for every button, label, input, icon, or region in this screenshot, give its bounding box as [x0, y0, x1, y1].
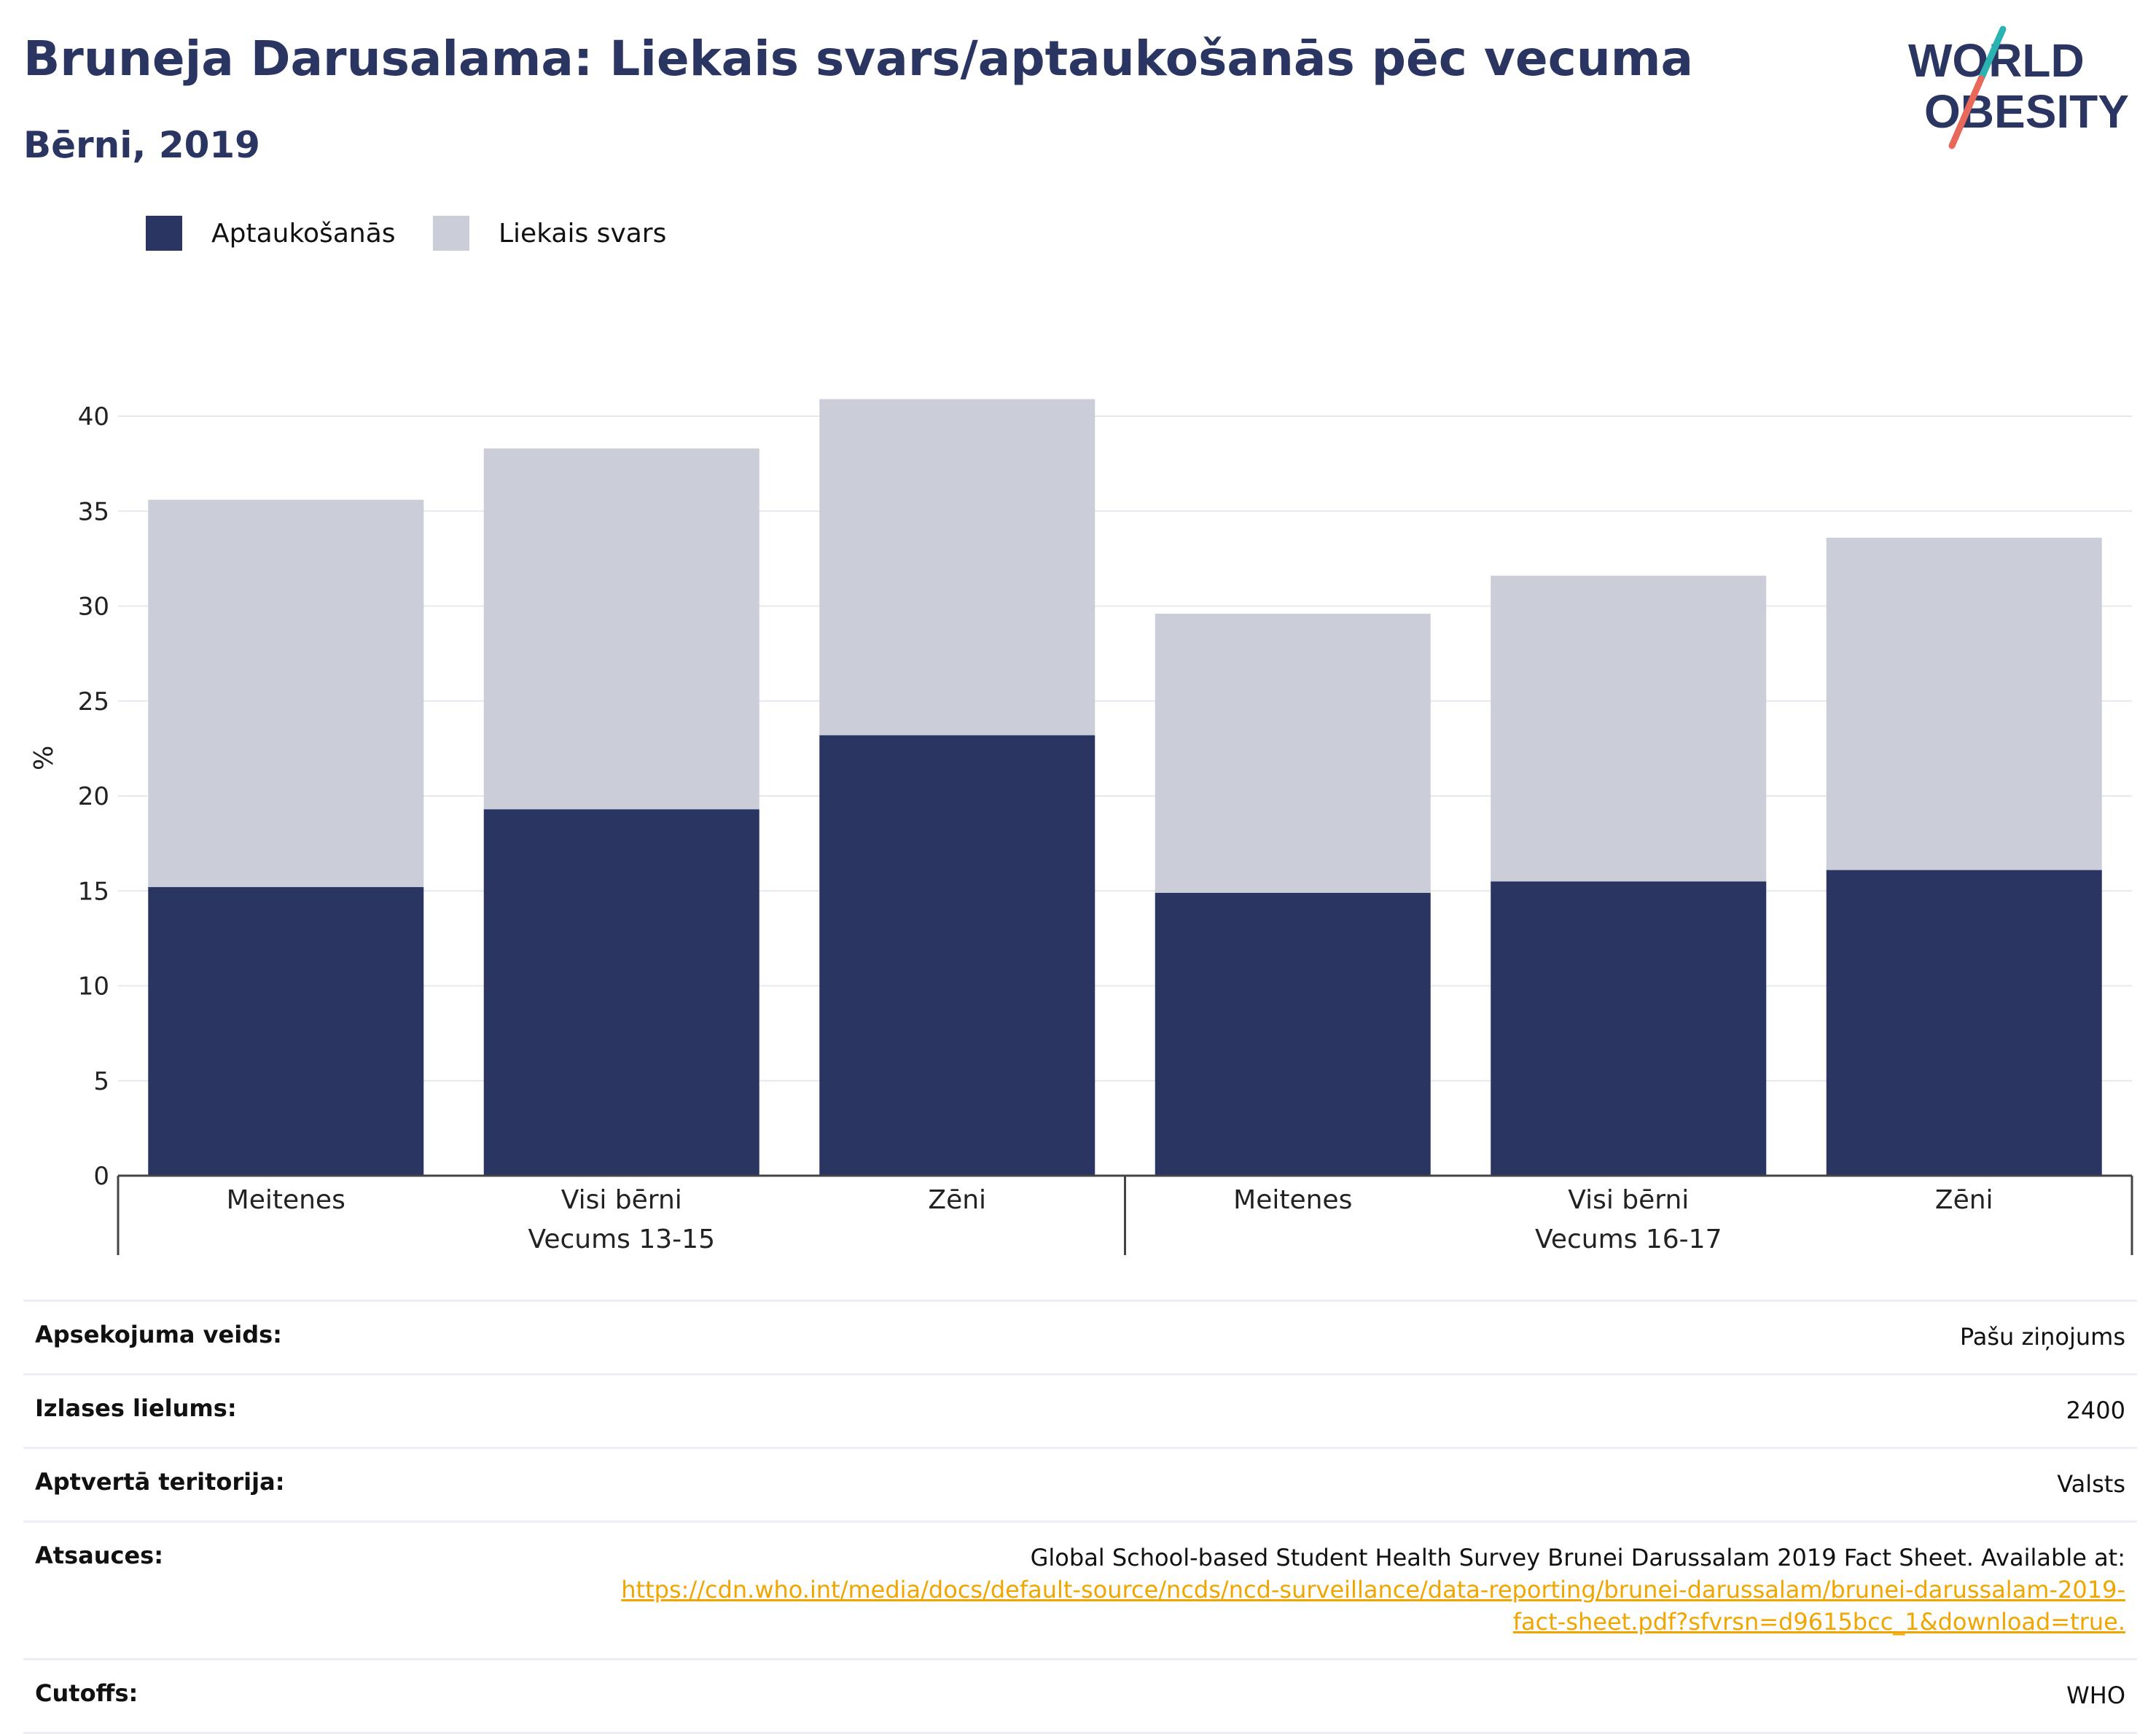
bar-obesity — [1155, 892, 1431, 1176]
info-label: Apsekojuma veids: — [35, 1321, 282, 1348]
info-row-sample-size: Izlases lielums: 2400 — [23, 1373, 2137, 1447]
info-value-references: Global School-based Student Health Surve… — [580, 1542, 2125, 1638]
info-value: Valsts — [2057, 1470, 2125, 1498]
bar-chart: 0 5 10 15 20 25 30 35 40% Meitenes Visi bērni Zēni M… — [29, 399, 2133, 1255]
group-label: Vecums 13-15 — [528, 1225, 715, 1254]
info-row-survey-type: Apsekojuma veids: Pašu ziņojums — [23, 1300, 2137, 1373]
y-tick-label: 15 — [78, 877, 109, 906]
bar-overweight — [819, 399, 1095, 735]
legend-item-overweight: Liekais svars — [433, 216, 666, 251]
y-tick-label: 30 — [78, 593, 109, 622]
y-tick-label: 10 — [78, 972, 109, 1001]
legend-label-overweight: Liekais svars — [499, 218, 667, 249]
x-tick-label: Zēni — [1935, 1185, 1993, 1215]
info-label: Cutoffs: — [35, 1679, 138, 1707]
info-label: Izlases lielums: — [35, 1394, 237, 1422]
chart-title: Bruneja Darusalama: Liekais svars/aptauk… — [23, 31, 1694, 87]
bar-obesity — [148, 887, 424, 1176]
x-tick-label: Meitenes — [1233, 1185, 1352, 1215]
y-tick-label: 20 — [78, 782, 109, 811]
y-tick-label: 0 — [93, 1162, 109, 1191]
info-label: Aptvertā teritorija: — [35, 1468, 285, 1496]
x-tick-label: Visi bērni — [561, 1185, 682, 1215]
world-obesity-logo: WORLD OBESITY — [1908, 26, 2129, 149]
legend-swatch-overweight — [433, 216, 469, 251]
info-value: WHO — [2066, 1682, 2125, 1709]
bar-overweight — [483, 448, 759, 810]
info-row-references: Atsauces: Global School-based Student He… — [23, 1520, 2137, 1658]
logo-slash-coral — [1948, 75, 1985, 149]
bar-obesity — [1491, 881, 1767, 1176]
legend-item-obesity: Aptaukošanās — [146, 216, 396, 251]
chart-subtitle: Bērni, 2019 — [23, 124, 260, 166]
y-tick-label: 35 — [78, 497, 109, 526]
reference-text: Global School-based Student Health Surve… — [1030, 1544, 2125, 1571]
bar-overweight — [148, 499, 424, 888]
y-tick-label: 5 — [93, 1067, 109, 1096]
y-tick-label: 25 — [78, 687, 109, 716]
group-label: Vecums 16-17 — [1535, 1225, 1722, 1254]
bar-overweight — [1491, 575, 1767, 882]
bar-overweight — [1155, 613, 1431, 893]
y-tick-label: 40 — [78, 402, 109, 431]
legend-label-obesity: Aptaukošanās — [211, 218, 396, 249]
bar-overweight — [1826, 537, 2102, 870]
x-tick-label: Zēni — [928, 1185, 986, 1215]
x-tick-label: Meitenes — [227, 1185, 345, 1215]
reference-link[interactable]: https://cdn.who.int/media/docs/default-s… — [621, 1576, 2125, 1636]
logo-slash-teal — [1977, 26, 2007, 82]
legend-swatch-obesity — [146, 216, 182, 251]
info-label: Atsauces: — [35, 1542, 163, 1569]
bar-obesity — [819, 735, 1095, 1176]
bar-obesity — [483, 809, 759, 1176]
info-value: Pašu ziņojums — [1959, 1323, 2125, 1351]
y-axis-label: % — [29, 746, 59, 770]
x-tick-label: Visi bērni — [1568, 1185, 1689, 1215]
info-table: Apsekojuma veids: Pašu ziņojums Izlases … — [23, 1300, 2137, 1734]
info-row-coverage: Aptvertā teritorija: Valsts — [23, 1447, 2137, 1520]
bar-obesity — [1826, 870, 2102, 1176]
info-row-cutoffs: Cutoffs: WHO — [23, 1658, 2137, 1734]
info-value: 2400 — [2066, 1397, 2125, 1424]
